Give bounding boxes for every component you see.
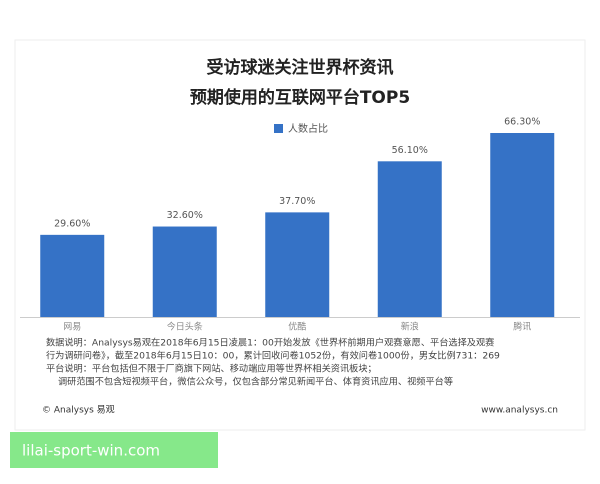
bar: [40, 234, 105, 317]
bar: [377, 161, 442, 317]
banner-text: lilai-sport-win.com: [22, 442, 160, 460]
legend-swatch: [274, 124, 283, 133]
banner: [10, 432, 218, 468]
x-tick-label: 新浪: [401, 321, 419, 333]
chart-title: 预期使用的互联网平台TOP5: [190, 87, 410, 108]
value-label: 66.30%: [504, 117, 540, 128]
value-label: 29.60%: [54, 218, 90, 229]
chart-title: 受访球迷关注世界杯资讯: [207, 57, 394, 78]
value-label: 37.70%: [279, 196, 315, 207]
bar: [490, 133, 555, 317]
bar: [152, 226, 217, 317]
note-line: 调研范围不包含短视频平台，微信公众号，仅包含部分常见新闻平台、体育资讯应用、视频…: [58, 376, 453, 388]
x-tick-label: 腾讯: [513, 321, 531, 333]
x-tick-label: 优酷: [288, 321, 306, 333]
x-tick-label: 网易: [63, 322, 81, 333]
note-line: 行为调研问卷》，截至2018年6月15日10：00，累计回收问卷1052份，有效…: [46, 350, 500, 362]
footer-left: © Analysys 易观: [42, 405, 115, 416]
legend-label: 人数占比: [288, 122, 328, 135]
value-label: 32.60%: [167, 210, 203, 221]
footer-right: www.analysys.cn: [481, 406, 558, 416]
note-line: 平台说明：平台包括但不限于厂商旗下网站、移动端应用等世界杯相关资讯板块；: [46, 363, 377, 375]
note-line: 数据说明：Analysys易观在2018年6月15日凌晨1：00开始发放《世界杯…: [46, 337, 494, 349]
bar: [265, 212, 330, 317]
value-label: 56.10%: [392, 145, 428, 156]
x-tick-label: 今日头条: [167, 321, 203, 333]
